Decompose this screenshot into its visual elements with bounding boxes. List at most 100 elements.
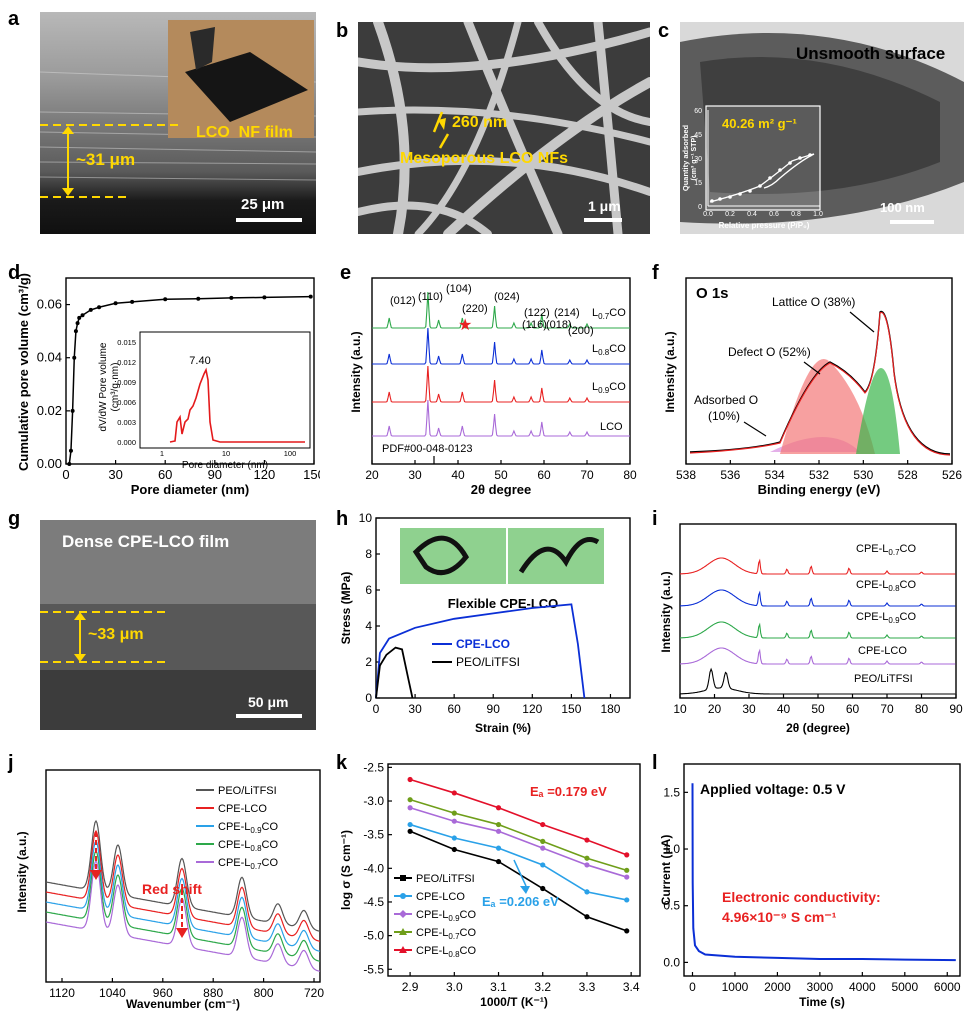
- d-point: [68, 448, 73, 453]
- sem-image-lco-nanofibers: 260 nm Mesoporous LCO NFs 1 μm: [358, 22, 650, 234]
- e-sample-1: L0.8CO: [592, 343, 626, 357]
- i-sample-1: CPE-L0.8CO: [856, 579, 916, 593]
- k-point-4: [624, 852, 630, 858]
- i-xtick-4: 50: [811, 702, 825, 716]
- iso-ytick-45: 45: [694, 132, 702, 139]
- l-xtick-3: 3000: [807, 980, 834, 994]
- f-ylabel: Intensity (a.u.): [663, 331, 677, 412]
- d-inset-ytick-5: 0.015: [117, 338, 136, 347]
- l-ylabel: Current (μA): [660, 835, 673, 906]
- k-point-3: [624, 867, 630, 873]
- e-pdf-card: PDF#00-048-0123: [382, 443, 473, 455]
- bet-surface-area: 40.26 m² g⁻¹: [722, 116, 797, 131]
- e-xtick-1: 30: [408, 468, 422, 482]
- h-xtick-5: 150: [561, 702, 581, 716]
- k-xlabel: 1000/T (K⁻¹): [480, 995, 548, 1009]
- k-point-1: [495, 845, 502, 851]
- scale-bar-a: 25 μm: [241, 196, 285, 213]
- scale-bar-b: 1 μm: [588, 198, 621, 214]
- h-xtick-2: 60: [447, 702, 461, 716]
- e-xtick-6: 80: [623, 468, 637, 482]
- d-inset-xlabel: Pore diameter (nm): [182, 460, 268, 471]
- d-ytick-2: 0.04: [37, 350, 62, 365]
- k-point-2: [451, 818, 457, 824]
- l-ytick-3: 1.5: [663, 785, 680, 799]
- iso-ylabel-units: (cm³ g⁻¹ STP): [691, 136, 698, 181]
- k-ea-low: Eₐ =0.206 eV: [482, 894, 559, 909]
- k-point-3: [540, 838, 546, 844]
- k-point-4: [495, 805, 502, 811]
- chart-e-xrd: 20 30 40 50 60 70 80 Intensity (a.u.) 2θ degre…: [349, 277, 637, 497]
- l-ytick-1: 0.5: [663, 899, 680, 913]
- k-series-3: [409, 798, 627, 872]
- d-point: [75, 321, 80, 326]
- h-xtick-6: 180: [600, 702, 620, 716]
- d-inset-ytick-2: 0.006: [117, 398, 136, 407]
- e-peak-018: (018): [546, 319, 572, 331]
- k-point-4: [407, 776, 413, 783]
- k-point-0: [584, 914, 590, 920]
- k-point-3: [495, 821, 502, 828]
- h-ytick-2: 4: [365, 619, 372, 633]
- d-point: [80, 313, 85, 318]
- e-sample-2: L0.9CO: [592, 381, 626, 395]
- d-inset-ytick-3: 0.009: [117, 378, 136, 387]
- l-xtick-1: 1000: [722, 980, 749, 994]
- k-point-1: [540, 862, 546, 868]
- l-title: Applied voltage: 0.5 V: [700, 781, 846, 797]
- e-peak-214: (214): [554, 307, 580, 319]
- e-sample-3: LCO: [600, 421, 623, 433]
- k-ytick-0: -2.5: [363, 760, 384, 774]
- d-ylabel: Cumulative pore volume (cm³/g): [16, 273, 31, 471]
- d-inset-ylabel-units: (cm³/g·nm): [110, 363, 121, 412]
- k-xtick-4: 3.3: [579, 980, 596, 994]
- j-red-shift-label: Red shift: [142, 881, 202, 897]
- panel-label-f: f: [652, 262, 659, 284]
- k-point-2: [407, 805, 413, 811]
- d-xtick-2: 60: [158, 467, 172, 482]
- chart-k-arrhenius: 2.9 3.0 3.1 3.2 3.3 3.4 -2.5 -3.0 -3.5 -4.0 -4.5 -5…: [339, 760, 641, 1009]
- d-xtick-3: 90: [208, 467, 222, 482]
- i-sample-4: PEO/LiTFSI: [854, 673, 913, 685]
- j-spectrum-2: [45, 839, 321, 952]
- h-xtick-4: 120: [522, 702, 542, 716]
- k-ytick-3: -4.0: [363, 861, 384, 875]
- h-xtick-0: 0: [373, 702, 380, 716]
- l-xtick-2: 2000: [764, 980, 791, 994]
- e-peak-116: (116): [522, 319, 547, 331]
- k-xtick-0: 2.9: [402, 980, 419, 994]
- j-xtick-4: 800: [254, 986, 274, 1000]
- k-point-0: [540, 885, 546, 892]
- j-spectrum-0: [45, 819, 321, 932]
- h-xtick-1: 30: [408, 702, 422, 716]
- k-legend-4: CPE-L0.8CO: [416, 945, 476, 959]
- k-xtick-2: 3.1: [490, 980, 507, 994]
- d-point: [196, 296, 201, 301]
- i-xtick-7: 80: [915, 702, 929, 716]
- j-spectrum-1: [45, 829, 321, 942]
- d-point: [67, 462, 72, 466]
- d-inset-ytick-4: 0.012: [117, 358, 136, 367]
- e-pattern-2: [372, 365, 630, 403]
- l-cond-value: 4.96×10⁻⁹ S cm⁻¹: [722, 909, 837, 925]
- h-ytick-0: 0: [365, 691, 372, 705]
- h-xtick-3: 90: [487, 702, 501, 716]
- panel-label-e: e: [340, 262, 352, 284]
- d-ytick-1: 0.02: [37, 403, 62, 418]
- i-xtick-0: 10: [673, 702, 687, 716]
- j-legend-2: CPE-L0.9CO: [218, 821, 278, 835]
- panel-label-a: a: [8, 8, 20, 30]
- iso-ylabel: Quantity adsorbed: [681, 124, 690, 191]
- i-xlabel: 2θ (degree): [786, 721, 850, 735]
- j-legend-1: CPE-LCO: [218, 803, 267, 815]
- isotherm-inset: 0 15 30 45 60 0.0 0.2 0.4 0.6 0.8 1.0 Re…: [681, 108, 823, 230]
- e-peak-220: (220): [462, 303, 488, 315]
- d-inset-ytick-1: 0.003: [117, 418, 136, 427]
- iso-ytick-30: 30: [694, 156, 702, 163]
- d-point: [72, 355, 77, 360]
- f-xlabel: Binding energy (eV): [758, 482, 881, 497]
- h-legend-cpe: CPE-LCO: [456, 637, 510, 651]
- d-xtick-0: 0: [62, 467, 69, 482]
- j-xlabel: Wavenumber (cm⁻¹): [126, 997, 240, 1011]
- k-xtick-3: 3.2: [534, 980, 551, 994]
